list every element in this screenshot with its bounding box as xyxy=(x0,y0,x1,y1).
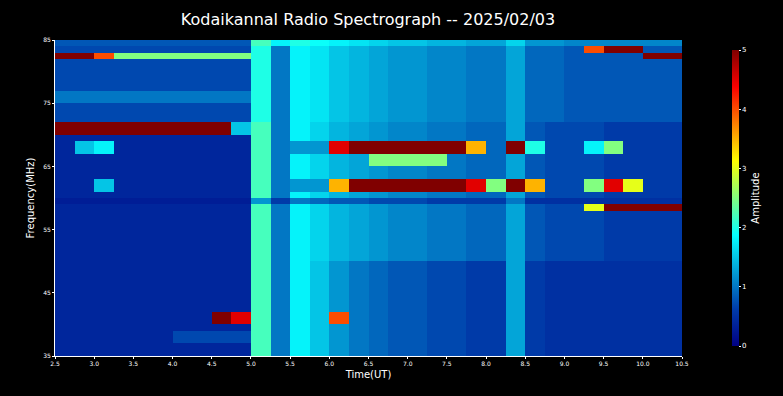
svg-text:4.0: 4.0 xyxy=(168,360,178,367)
svg-text:5: 5 xyxy=(742,46,746,54)
svg-text:Time(UT): Time(UT) xyxy=(345,369,392,380)
svg-text:3: 3 xyxy=(742,165,746,173)
svg-text:4: 4 xyxy=(742,106,747,114)
svg-text:6.0: 6.0 xyxy=(325,360,335,367)
svg-text:10.5: 10.5 xyxy=(675,360,689,367)
svg-text:45: 45 xyxy=(43,289,51,296)
svg-text:Kodaikannal Radio Spectrograph: Kodaikannal Radio Spectrograph -- 2025/0… xyxy=(181,10,555,29)
svg-text:35: 35 xyxy=(43,352,51,359)
svg-text:Amplitude: Amplitude xyxy=(750,172,761,223)
svg-text:8.5: 8.5 xyxy=(520,360,530,367)
svg-text:5.0: 5.0 xyxy=(246,360,256,367)
svg-text:0: 0 xyxy=(742,342,746,350)
svg-text:7.5: 7.5 xyxy=(442,360,452,367)
svg-text:4.5: 4.5 xyxy=(207,360,217,367)
svg-text:3.0: 3.0 xyxy=(89,360,99,367)
svg-text:5.5: 5.5 xyxy=(285,360,295,367)
svg-text:65: 65 xyxy=(43,163,51,170)
svg-text:75: 75 xyxy=(43,99,51,106)
svg-text:8.0: 8.0 xyxy=(481,360,491,367)
svg-text:1: 1 xyxy=(742,283,746,291)
svg-text:3.5: 3.5 xyxy=(129,360,139,367)
svg-text:9.0: 9.0 xyxy=(560,360,570,367)
svg-text:55: 55 xyxy=(43,226,51,233)
svg-text:9.5: 9.5 xyxy=(599,360,609,367)
svg-text:Frequency(MHz): Frequency(MHz) xyxy=(25,157,36,238)
svg-text:2: 2 xyxy=(742,224,746,232)
svg-text:6.5: 6.5 xyxy=(364,360,374,367)
svg-text:7.0: 7.0 xyxy=(403,360,413,367)
svg-text:2.5: 2.5 xyxy=(50,360,60,367)
svg-text:10.0: 10.0 xyxy=(636,360,650,367)
svg-text:85: 85 xyxy=(43,36,51,43)
